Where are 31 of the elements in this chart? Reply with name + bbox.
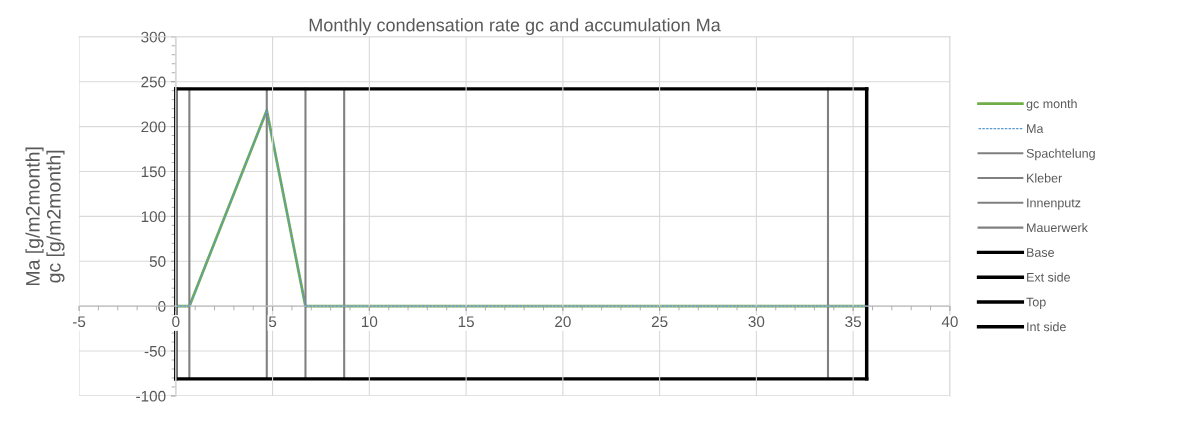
legend-label: Kleber <box>1027 173 1062 183</box>
legend-label: Base <box>1027 248 1054 257</box>
x-tick-label: 10 <box>362 316 378 328</box>
x-tick-label: 0 <box>172 316 180 328</box>
x-tick-label: 35 <box>845 316 861 328</box>
chart-title: Monthly condensation rate gc and accumulation Ma <box>309 18 721 35</box>
y-tick-label: -100 <box>136 390 166 402</box>
x-tick-label: 25 <box>651 316 668 328</box>
y-tick-label: 100 <box>141 211 166 223</box>
y-tick-label: 300 <box>141 31 166 43</box>
y-axis-title: Ma [g/m2month] gc [g/m2month] <box>25 147 65 286</box>
x-tick-label: 20 <box>555 316 571 328</box>
y-tick-label: 150 <box>141 166 166 178</box>
legend-label: Top <box>1026 297 1046 309</box>
x-tick-label: -5 <box>72 316 86 328</box>
legend-label: Innenputz <box>1027 198 1081 210</box>
y-tick-label: 50 <box>149 256 166 267</box>
y-tick-label: 0 <box>158 301 166 312</box>
y-tick-label: -50 <box>144 345 166 357</box>
legend-label: Spachtelung <box>1026 148 1095 161</box>
x-tick-label: 40 <box>941 316 958 328</box>
y-tick-label: 200 <box>141 121 166 133</box>
legend-label: gc month <box>1026 99 1077 111</box>
legend-label: Int side <box>1027 322 1066 332</box>
legend-label: Ext side <box>1027 272 1070 282</box>
x-tick-label: 15 <box>458 316 474 328</box>
x-tick-label: 5 <box>268 316 277 328</box>
legend-label: Ma <box>1027 124 1044 133</box>
legend-label: Mauerwerk <box>1027 222 1088 233</box>
y-tick-label: 250 <box>141 76 166 88</box>
x-tick-label: 30 <box>748 316 765 328</box>
